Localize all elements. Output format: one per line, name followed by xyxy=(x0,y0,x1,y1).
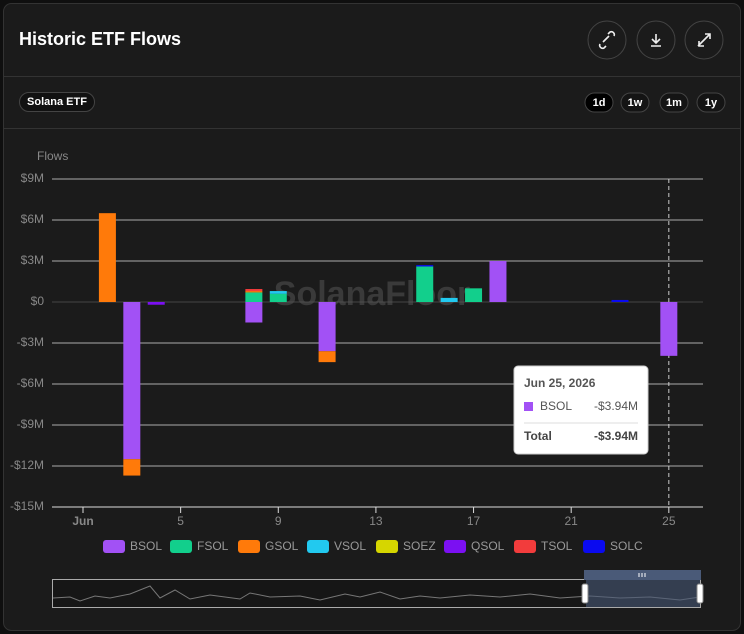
legend-label[interactable]: BSOL xyxy=(130,539,162,553)
bar xyxy=(245,302,263,323)
bar xyxy=(245,289,263,292)
legend-label[interactable]: FSOL xyxy=(197,539,229,553)
tooltip-swatch xyxy=(524,402,533,411)
watermark: SolanaFloor xyxy=(274,275,470,313)
bar xyxy=(318,302,336,352)
x-tick-label: 21 xyxy=(565,514,579,528)
x-tick-label: 13 xyxy=(369,514,383,528)
legend-swatch[interactable] xyxy=(170,540,192,553)
x-tick-label: Jun xyxy=(72,514,93,528)
x-tick-label: 17 xyxy=(467,514,481,528)
expand-button[interactable] xyxy=(684,20,724,60)
range-button[interactable] xyxy=(696,92,726,113)
y-tick-label: $9M xyxy=(21,171,44,185)
tooltip-series: BSOL xyxy=(540,399,572,413)
bar xyxy=(269,291,287,294)
bar xyxy=(269,293,287,302)
tooltip-title: Jun 25, 2026 xyxy=(524,376,596,390)
card-bg xyxy=(3,3,741,631)
legend-label[interactable]: TSOL xyxy=(541,539,573,553)
legend-swatch[interactable] xyxy=(103,540,125,553)
y-tick-label: -$3M xyxy=(17,335,44,349)
range-label: 1d xyxy=(593,97,606,109)
bar xyxy=(147,302,165,305)
tooltip-value: -$3.94M xyxy=(594,399,638,413)
y-tick-label: -$15M xyxy=(10,499,44,513)
bar xyxy=(416,266,434,302)
legend-label[interactable]: SOEZ xyxy=(403,539,436,553)
legend-label[interactable]: GSOL xyxy=(265,539,299,553)
tooltip-total-value: -$3.94M xyxy=(594,429,638,443)
bar xyxy=(489,261,507,302)
bar xyxy=(98,213,116,302)
navigator xyxy=(52,570,704,608)
title: Historic ETF Flows xyxy=(19,29,181,49)
y-axis-label: Flows xyxy=(37,149,68,163)
bar xyxy=(416,265,434,267)
legend-label[interactable]: QSOL xyxy=(471,539,505,553)
range-label: 1y xyxy=(705,97,718,109)
x-tick-label: 9 xyxy=(275,514,282,528)
range-button[interactable] xyxy=(584,92,614,113)
legend-swatch[interactable] xyxy=(376,540,398,553)
range-label: 1w xyxy=(628,97,643,109)
y-tick-label: -$9M xyxy=(17,417,44,431)
legend-swatch[interactable] xyxy=(238,540,260,553)
bar xyxy=(465,288,483,302)
tooltip xyxy=(513,365,649,455)
legend-swatch[interactable] xyxy=(444,540,466,553)
y-tick-label: $3M xyxy=(21,253,44,267)
bar xyxy=(123,459,141,476)
y-tick-label: -$6M xyxy=(17,376,44,390)
legend-label[interactable]: VSOL xyxy=(334,539,366,553)
tag[interactable] xyxy=(19,92,95,112)
link-button[interactable] xyxy=(587,20,627,60)
range-button[interactable] xyxy=(620,92,650,113)
legend-swatch[interactable] xyxy=(583,540,605,553)
bar xyxy=(245,292,263,302)
tag-label: Solana ETF xyxy=(27,96,87,108)
legend-swatch[interactable] xyxy=(307,540,329,553)
legend-label[interactable]: SOLC xyxy=(610,539,643,553)
bar xyxy=(660,302,678,356)
y-tick-label: $0 xyxy=(31,294,45,308)
bar xyxy=(318,351,336,363)
bar xyxy=(123,302,141,460)
range-button[interactable] xyxy=(659,92,689,113)
bar xyxy=(611,299,629,302)
x-tick-label: 25 xyxy=(662,514,676,528)
bar xyxy=(245,291,263,293)
range-label: 1m xyxy=(666,97,682,109)
bar xyxy=(440,297,458,302)
y-tick-label: $6M xyxy=(21,212,44,226)
y-tick-label: -$12M xyxy=(10,458,44,472)
tooltip-total-label: Total xyxy=(524,429,552,443)
legend-swatch[interactable] xyxy=(514,540,536,553)
x-tick-label: 5 xyxy=(177,514,184,528)
download-button[interactable] xyxy=(636,20,676,60)
